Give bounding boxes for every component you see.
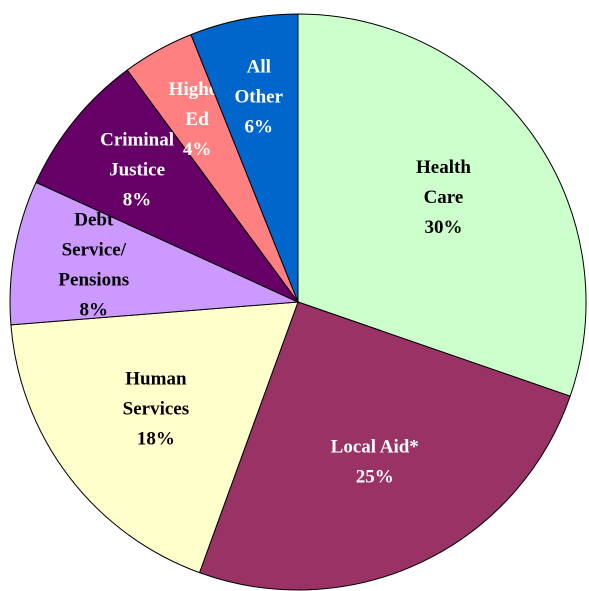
pie-slice	[35, 69, 300, 304]
slice-label: Service/	[62, 239, 127, 260]
slice-label: Debt	[74, 209, 114, 230]
pie-slice	[198, 301, 571, 591]
slice-label: Health	[416, 157, 471, 178]
slice-label: All	[247, 57, 271, 78]
slice-label: Local Aid*	[331, 437, 419, 458]
slice-label: Services	[123, 398, 189, 419]
pie-slice	[297, 13, 587, 397]
value-label: 8%	[123, 190, 152, 211]
slice-label: Ed	[186, 109, 210, 130]
slice-label: Pensions	[58, 269, 129, 290]
value-label: 6%	[245, 117, 274, 138]
slice-label: Justice	[109, 160, 165, 181]
value-label: 30%	[424, 217, 462, 238]
slice-label: Other	[234, 87, 283, 108]
value-label: 18%	[137, 428, 175, 449]
value-label: 8%	[80, 299, 109, 320]
value-label: 25%	[356, 467, 394, 488]
slice-label: Criminal	[100, 130, 174, 151]
pie-slice	[10, 301, 299, 574]
value-label: 4%	[183, 139, 212, 160]
slice-label: Human	[125, 368, 187, 389]
pie-slice	[190, 13, 299, 303]
pie-slice	[9, 181, 300, 326]
slice-label: Care	[424, 187, 464, 208]
